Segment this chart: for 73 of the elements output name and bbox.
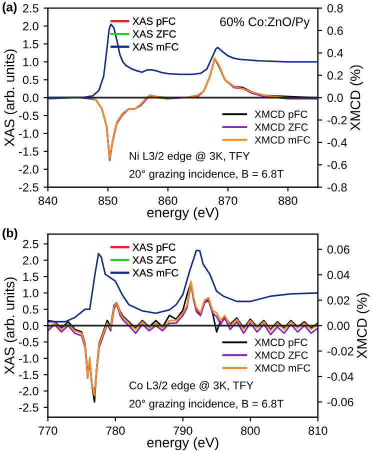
legend-label: XAS ZFC <box>132 30 176 38</box>
y-axis-title: XAS (arb. units) <box>4 277 18 374</box>
y-tick-label: -2.5 <box>19 183 38 192</box>
y2-tick-label: -0.04 <box>327 372 354 381</box>
x-tick-label: 780 <box>106 426 125 435</box>
x-tick-label: 880 <box>278 196 298 205</box>
y-tick-label: 2.5 <box>23 240 38 248</box>
y2-tick-label: 0.06 <box>327 245 350 254</box>
y-tick-label: -0.5 <box>19 112 38 120</box>
x-tick-label: 810 <box>308 426 328 435</box>
x-tick-label: 870 <box>218 196 238 205</box>
y2-tick-label: 0.2 <box>327 71 343 80</box>
y2-tick-label: 0.4 <box>327 48 343 58</box>
y-tick-label: -1.0 <box>19 129 38 138</box>
annotation: Co L3/2 edge @ 3K, TFY <box>129 381 254 392</box>
y-tick-label: -1.0 <box>19 354 38 363</box>
x-tick-label: 860 <box>158 196 178 205</box>
x-tick-label: 790 <box>174 426 192 435</box>
y-tick-label: 1.0 <box>23 58 38 66</box>
annotation: 20° grazing incidence, B = 6.8T <box>129 399 284 410</box>
legend-label: XAS pFC <box>132 243 176 253</box>
y-tick-label: 2.0 <box>23 256 38 265</box>
y2-tick-label: -0.02 <box>327 347 354 356</box>
legend-label: XAS mFC <box>132 43 178 51</box>
legend-label: XMCD pFC <box>254 338 308 348</box>
x-tick-label: 850 <box>98 196 118 205</box>
y2-tick-label: 0.8 <box>327 4 343 13</box>
y2-tick-label: -0.06 <box>327 398 354 406</box>
y2-tick-label: 0.0 <box>327 94 343 102</box>
y-tick-label: 1.5 <box>23 272 38 281</box>
legend-label: XMCD mFC <box>254 364 310 372</box>
legend-label: XMCD ZFC <box>254 123 308 131</box>
y-tick-label: -2.0 <box>19 165 38 174</box>
legend-label: XAS mFC <box>132 269 178 277</box>
y2-tick-label: 0.6 <box>327 26 343 35</box>
y-tick-label: 2.5 <box>23 4 38 13</box>
y2-tick-label: -0.6 <box>327 160 347 170</box>
y2-tick-label: 0.00 <box>327 322 350 330</box>
legend-label: XMCD mFC <box>254 136 310 144</box>
y-tick-label: -1.5 <box>19 370 38 380</box>
y-tick-label: 0.0 <box>22 94 38 102</box>
y-tick-label: 2.0 <box>23 22 38 30</box>
annotation: Ni L3/2 edge @ 3K, TFY <box>130 152 250 162</box>
x-axis-title: energy (eV) <box>147 207 218 220</box>
x-axis-title: energy (eV) <box>147 437 218 450</box>
y2-tick-label: -0.2 <box>327 116 347 124</box>
y-tick-label: -2.5 <box>19 403 38 412</box>
y-axis-title: XAS (arb. units) <box>4 49 18 146</box>
y-tick-label: 0.0 <box>22 322 38 330</box>
y-tick-label: 1.5 <box>23 40 38 48</box>
y-tick-label: 0.5 <box>22 76 38 84</box>
x-tick-label: 840 <box>38 196 58 205</box>
chart-title: (b) <box>2 228 18 240</box>
y-tick-label: 0.5 <box>22 305 38 314</box>
y2-tick-label: 0.04 <box>327 270 350 280</box>
y-tick-label: -2.0 <box>19 387 38 396</box>
y2-tick-label: 0.02 <box>327 296 350 305</box>
y2-axis-title: XMCD (%) <box>356 293 370 358</box>
legend-label: XAS pFC <box>132 17 176 27</box>
annotation: 60% Co:ZnO/Py <box>220 17 310 29</box>
y2-tick-label: -0.8 <box>327 183 347 192</box>
chart-title: (a) <box>2 2 17 14</box>
y-tick-label: -0.5 <box>19 338 38 346</box>
y-tick-label: 1.0 <box>23 288 38 298</box>
annotation: 20° grazing incidence, B = 6.8T <box>129 170 284 180</box>
y2-tick-label: -0.4 <box>327 138 347 147</box>
y-tick-label: -1.5 <box>19 148 38 156</box>
x-tick-label: 770 <box>38 426 58 435</box>
x-tick-label: 800 <box>241 426 260 435</box>
y2-axis-title: XMCD (%) <box>350 65 363 131</box>
legend-label: XMCD ZFC <box>254 352 308 359</box>
legend-label: XAS ZFC <box>132 256 176 264</box>
legend-label: XMCD pFC <box>254 110 308 120</box>
